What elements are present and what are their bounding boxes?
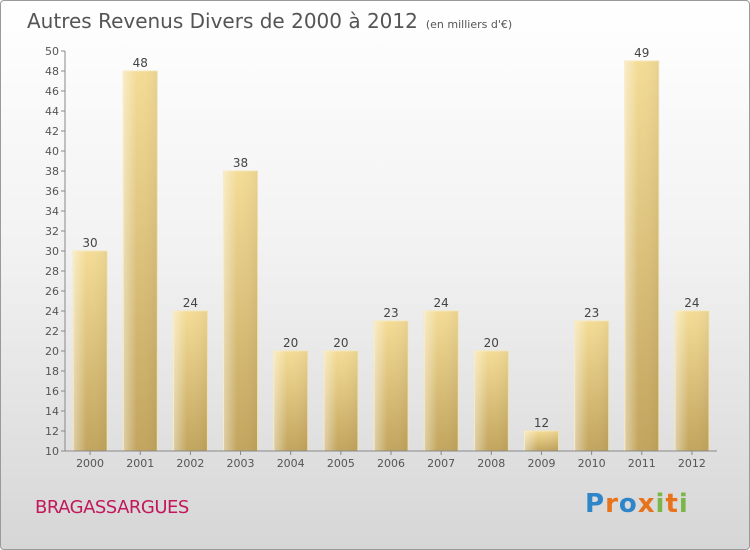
chart-title-text: Autres Revenus Divers de 2000 à 2012: [27, 9, 418, 33]
x-tick-label: 2011: [628, 457, 656, 470]
bar-shine: [624, 61, 659, 451]
bar-value-label: 30: [82, 236, 97, 250]
y-tick-label: 40: [45, 145, 59, 158]
y-tick-label: 22: [45, 325, 59, 338]
x-tick-label: 2002: [176, 457, 204, 470]
bar-value-label: 12: [534, 416, 549, 430]
y-tick-label: 24: [45, 305, 59, 318]
bar-value-label: 20: [283, 336, 298, 350]
chart-title: Autres Revenus Divers de 2000 à 2012 (en …: [27, 9, 512, 33]
y-tick-label: 32: [45, 225, 59, 238]
bar-value-label: 24: [684, 296, 699, 310]
y-tick-label: 36: [45, 185, 59, 198]
bar-shine: [524, 431, 559, 451]
y-tick-label: 42: [45, 125, 59, 138]
y-tick-label: 34: [45, 205, 59, 218]
y-tick-label: 16: [45, 385, 59, 398]
y-tick-label: 28: [45, 265, 59, 278]
x-tick-label: 2003: [227, 457, 255, 470]
bar-shine: [424, 311, 459, 451]
logo-letter: t: [665, 489, 679, 519]
y-tick-label: 48: [45, 65, 59, 78]
bar-shine: [323, 351, 358, 451]
logo-letter: P: [585, 489, 606, 519]
x-tick-label: 2004: [277, 457, 305, 470]
x-axis: 2000 2001 2002 2003 2004 2005 2006 2007 2008 2009…: [65, 450, 717, 470]
logo-letter: i: [678, 489, 689, 519]
x-tick-label: 2005: [327, 457, 355, 470]
bar-value-label: 23: [584, 306, 599, 320]
bar-shine: [123, 71, 158, 451]
y-tick-label: 38: [45, 165, 59, 178]
y-tick-label: 20: [45, 345, 59, 358]
bar-value-label: 20: [333, 336, 348, 350]
y-axis: 10 12 14 16 18 20 22 24 26 28 30 32 34 36 38 40 42 44 46 48…: [45, 45, 66, 458]
x-tick-label: 2001: [126, 457, 154, 470]
logo-letter: i: [655, 489, 666, 519]
bar-shine: [574, 321, 609, 451]
logo-letter: x: [637, 489, 656, 519]
bars: 30 48 24 38 20 20 23 24 20 12 23 49 24: [72, 46, 710, 452]
y-tick-label: 10: [45, 445, 59, 458]
bar-shine: [474, 351, 509, 451]
y-tick-label: 46: [45, 85, 59, 98]
x-tick-label: 2008: [477, 457, 505, 470]
chart-unit: (en milliers d'€): [425, 18, 513, 31]
y-tick-label: 30: [45, 245, 59, 258]
bar-value-label: 20: [484, 336, 499, 350]
bar-value-label: 24: [183, 296, 198, 310]
x-tick-label: 2009: [527, 457, 555, 470]
y-tick-label: 12: [45, 425, 59, 438]
bar-value-label: 23: [383, 306, 398, 320]
x-tick-label: 2010: [578, 457, 606, 470]
x-tick-label: 2006: [377, 457, 405, 470]
proxiti-logo[interactable]: Proxiti: [585, 489, 689, 519]
logo-letter: r: [605, 489, 619, 519]
bar-value-label: 38: [233, 156, 248, 170]
bar-value-label: 48: [133, 56, 148, 70]
bar-value-label: 49: [634, 46, 649, 60]
bar-shine: [223, 171, 258, 451]
x-tick-label: 2007: [427, 457, 455, 470]
bar-shine: [374, 321, 408, 451]
y-tick-label: 44: [45, 105, 59, 118]
y-tick-label: 50: [45, 45, 59, 58]
x-tick-label: 2000: [76, 457, 104, 470]
bar-value-label: 24: [434, 296, 449, 310]
bar-shine: [273, 351, 308, 451]
bar-shine: [674, 311, 709, 451]
bar-shine: [73, 251, 108, 451]
bar-shine: [173, 311, 208, 451]
y-tick-label: 18: [45, 365, 59, 378]
y-tick-label: 26: [45, 285, 59, 298]
y-tick-label: 14: [45, 405, 59, 418]
x-tick-label: 2012: [678, 457, 706, 470]
logo-letter: o: [618, 489, 638, 519]
commune-name: BRAGASSARGUES: [35, 497, 189, 518]
